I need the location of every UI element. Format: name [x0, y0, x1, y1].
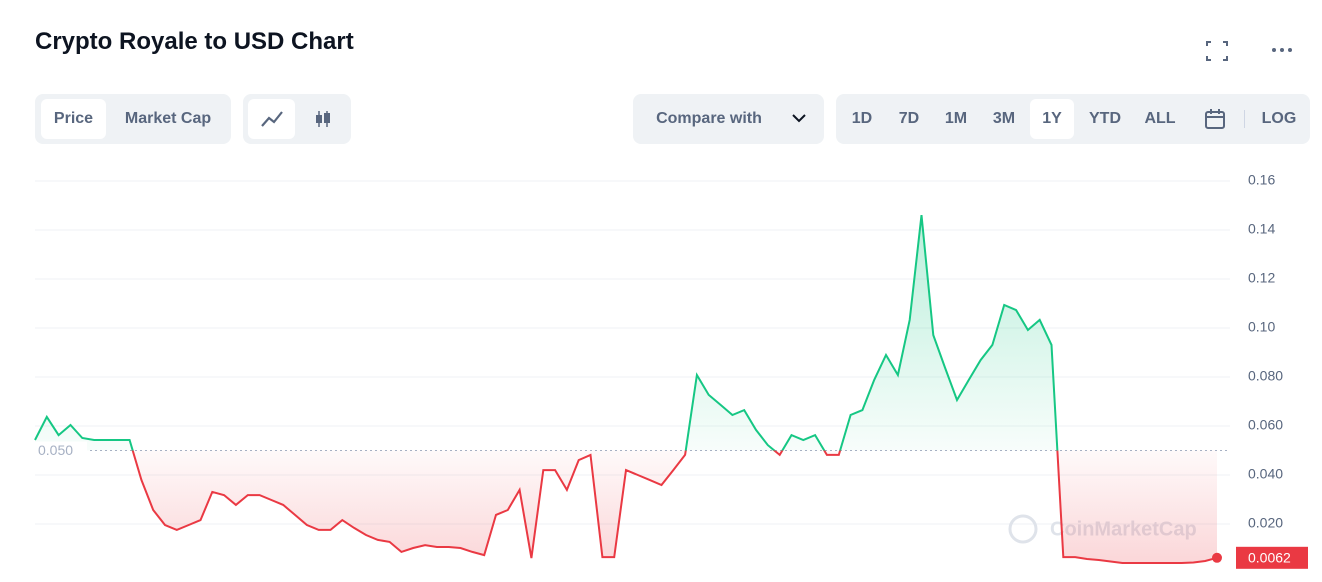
y-tick-label: 0.10 — [1248, 319, 1275, 335]
range-button[interactable]: 1D — [851, 110, 873, 127]
calendar-icon[interactable] — [1204, 108, 1226, 130]
price-line-down — [131, 450, 1218, 564]
y-tick-label: 0.040 — [1248, 466, 1283, 482]
more-icon[interactable] — [1270, 44, 1294, 56]
compare-label: Compare with — [656, 110, 762, 127]
price-line-up — [34, 214, 1059, 451]
y-tick-label: 0.060 — [1248, 417, 1283, 433]
area-up — [35, 215, 1217, 451]
tab-group: Price Market Cap — [35, 94, 231, 144]
watermark-logo — [1008, 514, 1038, 544]
y-tick-label: 0.14 — [1248, 221, 1275, 237]
baseline-label: 0.050 — [38, 442, 73, 458]
range-button[interactable]: 7D — [898, 110, 920, 127]
range-button[interactable]: 3M — [992, 110, 1016, 127]
area-down — [35, 450, 1217, 563]
range-button[interactable]: 1M — [944, 110, 968, 127]
line-style-button[interactable] — [248, 99, 295, 139]
last-point — [1212, 552, 1222, 563]
chart-style-group — [243, 94, 351, 144]
y-tick-label: 0.16 — [1248, 172, 1275, 188]
compare-select[interactable]: Compare with — [633, 94, 824, 144]
y-tick-label: 0.12 — [1248, 270, 1275, 286]
range-button[interactable]: 1Y — [1030, 99, 1074, 139]
last-value-box — [1236, 546, 1308, 569]
log-button[interactable]: LOG — [1261, 110, 1297, 127]
fullscreen-icon[interactable] — [1205, 40, 1229, 62]
range-button[interactable]: ALL — [1144, 110, 1176, 127]
chart: 0.0200.0400.0600.0800.100.120.140.16Coin… — [34, 172, 1308, 569]
y-tick-label: 0.080 — [1248, 368, 1283, 384]
y-tick-label: 0.020 — [1248, 515, 1283, 531]
tab[interactable]: Market Cap — [124, 110, 212, 127]
baseline-label-bg — [35, 441, 87, 460]
tab[interactable]: Price — [41, 99, 106, 139]
range-button[interactable]: YTD — [1089, 110, 1121, 127]
chart-title: Crypto Royale to USD Chart — [35, 28, 354, 55]
range-group: LOG 1D 7D 1M 3M 1Y YTD ALL — [836, 94, 1310, 144]
last-value-label: 0.0062 — [1248, 550, 1291, 566]
candle-style-button[interactable] — [301, 99, 345, 139]
